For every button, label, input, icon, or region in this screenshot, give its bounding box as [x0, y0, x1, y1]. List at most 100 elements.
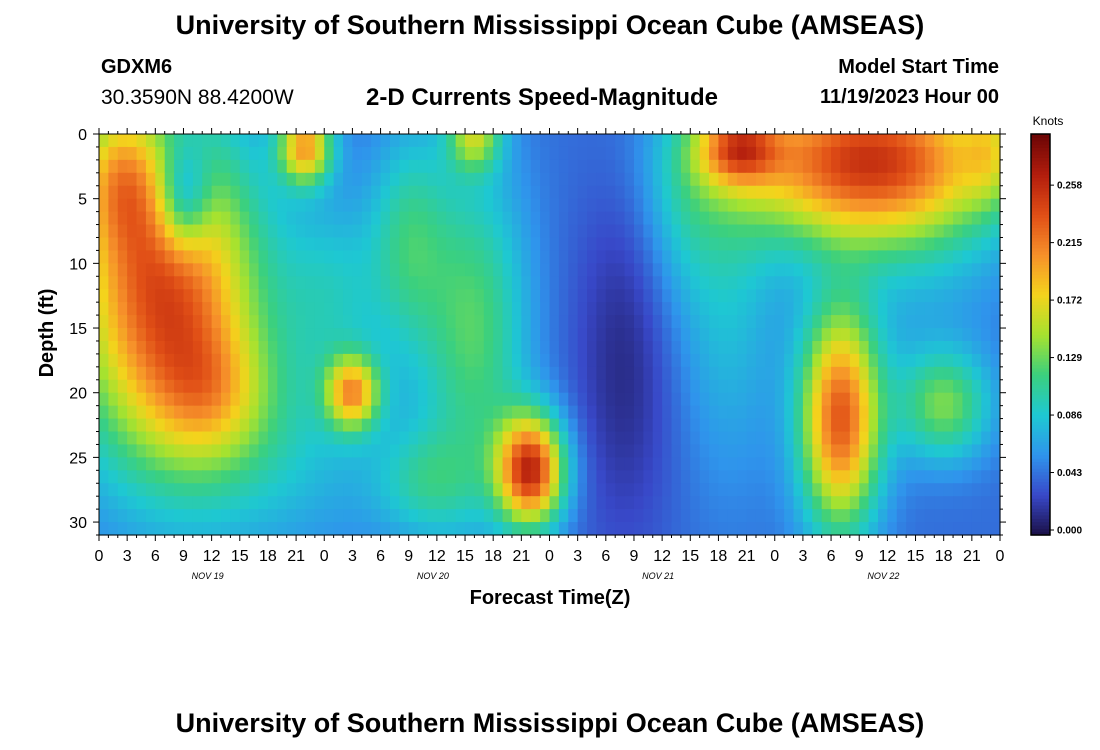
heatmap-cell [174, 405, 185, 420]
heatmap-cell [249, 289, 260, 303]
heatmap-cell [540, 392, 551, 407]
heatmap-cell [755, 496, 766, 510]
heatmap-cell [596, 263, 607, 277]
colorbar-segment [1031, 190, 1050, 195]
heatmap-cell [211, 172, 222, 187]
heatmap-cell [389, 250, 400, 264]
heatmap-cell [427, 509, 438, 523]
heatmap-cell [371, 328, 382, 342]
heatmap-cell [465, 340, 476, 355]
colorbar-segment [1031, 220, 1050, 225]
heatmap-cell [352, 431, 363, 446]
heatmap-cell [249, 263, 260, 277]
heatmap-cell [192, 211, 203, 226]
heatmap-cell [812, 134, 823, 148]
heatmap-cell [352, 470, 363, 484]
colorbar-segment [1031, 250, 1050, 255]
heatmap-cell [652, 172, 663, 187]
heatmap-cell [277, 509, 288, 523]
heatmap-cell [943, 237, 954, 252]
heatmap-cell [249, 211, 260, 226]
heatmap-cell [784, 224, 795, 239]
heatmap-cell [605, 289, 616, 303]
heatmap-cell [389, 470, 400, 484]
heatmap-cell [765, 146, 776, 161]
heatmap-cell [333, 302, 344, 316]
heatmap-cell [802, 172, 813, 187]
heatmap-cell [324, 431, 335, 446]
heatmap-cell [887, 405, 898, 420]
heatmap-cell [793, 483, 804, 497]
heatmap-cell [249, 276, 260, 290]
heatmap-cell [549, 392, 560, 407]
heatmap-cell [793, 392, 804, 407]
heatmap-cell [352, 392, 363, 407]
heatmap-cell [737, 392, 748, 407]
colorbar-segment [1031, 381, 1050, 386]
heatmap-cell [436, 276, 447, 290]
heatmap-cell [352, 146, 363, 161]
heatmap-cell [727, 276, 738, 290]
heatmap-cell [324, 263, 335, 277]
heatmap-cell [230, 444, 241, 458]
heatmap-cell [521, 224, 532, 239]
heatmap-cell [558, 289, 569, 303]
heatmap-cell [117, 431, 128, 446]
heatmap-cell [521, 250, 532, 264]
heatmap-cell [953, 172, 964, 187]
heatmap-cell [314, 340, 325, 355]
heatmap-cell [230, 483, 241, 497]
heatmap-cell [680, 418, 691, 433]
heatmap-cell [127, 302, 138, 316]
heatmap-cell [981, 509, 992, 523]
heatmap-cell [793, 172, 804, 187]
heatmap-cell [371, 418, 382, 433]
colorbar-segment [1031, 187, 1050, 192]
heatmap-cell [802, 522, 813, 536]
heatmap-cell [577, 379, 588, 394]
heatmap-cell [755, 159, 766, 174]
heatmap-cell [230, 457, 241, 471]
heatmap-cell [230, 276, 241, 290]
heatmap-cell [784, 431, 795, 446]
heatmap-cell [558, 263, 569, 277]
heatmap-cell [493, 134, 504, 148]
heatmap-cell [774, 457, 785, 471]
colorbar-segment [1031, 240, 1050, 245]
heatmap-cell [849, 431, 860, 446]
heatmap-cell [793, 276, 804, 290]
heatmap-cell [596, 146, 607, 161]
heatmap-cell [267, 172, 278, 187]
heatmap-cell [981, 134, 992, 148]
heatmap-cell [652, 198, 663, 213]
heatmap-cell [99, 405, 109, 420]
heatmap-cell [427, 250, 438, 264]
heatmap-cell [821, 134, 832, 148]
heatmap-cell [286, 237, 297, 252]
heatmap-cell [371, 483, 382, 497]
heatmap-cell [662, 315, 673, 329]
heatmap-cell [305, 250, 316, 264]
heatmap-cell [605, 353, 616, 368]
heatmap-cell [483, 159, 494, 174]
heatmap-cell [746, 444, 757, 458]
heatmap-cell [784, 302, 795, 316]
heatmap-cell [343, 522, 354, 536]
heatmap-cell [840, 444, 851, 458]
heatmap-cell [549, 405, 560, 420]
heatmap-cell [859, 315, 870, 329]
heatmap-cell [887, 185, 898, 200]
heatmap-cell [455, 250, 466, 264]
heatmap-cell [709, 496, 720, 510]
heatmap-cell [305, 263, 316, 277]
heatmap-cell [277, 522, 288, 536]
heatmap-cell [305, 366, 316, 381]
heatmap-cell [371, 457, 382, 471]
heatmap-cell [239, 185, 250, 200]
heatmap-cell [465, 366, 476, 381]
heatmap-cell [493, 237, 504, 252]
heatmap-cell [502, 522, 513, 536]
heatmap-cell [859, 366, 870, 381]
heatmap-cell [314, 224, 325, 239]
heatmap-cell [221, 315, 231, 329]
